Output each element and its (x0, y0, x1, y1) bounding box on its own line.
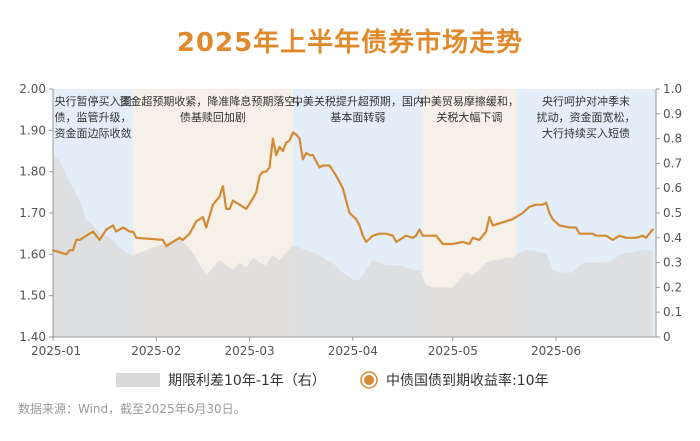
left-tick-label: 1.90 (19, 123, 46, 137)
chart-title: 2025年上半年债券市场走势 (176, 28, 524, 58)
right-tick-label: 0.9 (663, 107, 682, 121)
right-tick-label: 0.8 (663, 132, 682, 146)
left-tick-label: 1.80 (19, 165, 46, 179)
right-tick-label: 1.0 (663, 82, 682, 96)
data-source-note: 数据来源：Wind，截至2025年6月30日。 (18, 402, 246, 416)
phase-label-1: 资金面边际收敛 (54, 126, 131, 140)
legend-item-yield[interactable]: 中债国债到期收益率:10年 (360, 370, 549, 390)
left-tick-label: 2.00 (19, 82, 46, 96)
phase-label-5: 大行持续买入短债 (542, 126, 630, 140)
right-tick-label: 0.2 (663, 280, 682, 294)
yield-line-layer (51, 131, 654, 256)
x-tick-label: 2025-01 (31, 344, 81, 358)
spread-swatch-icon (116, 373, 160, 387)
phase-label-3: 基本面转弱 (330, 110, 385, 124)
phase-label-5: 扰动，资金面宽松， (537, 110, 636, 124)
right-tick-label: 0.5 (663, 206, 682, 220)
phase-label-2: 债基赎回加剧 (180, 110, 246, 124)
phase-label-1: 债，监管升级， (54, 110, 131, 124)
legend: 期限利差10年-1年（右） 中债国债到期收益率:10年 (0, 370, 700, 392)
legend-label-spread: 期限利差10年-1年（右） (168, 373, 326, 389)
yield-swatch-icon (360, 371, 378, 389)
spread-area-layer (53, 156, 653, 337)
right-tick-label: 0.4 (663, 231, 682, 245)
legend-item-spread[interactable]: 期限利差10年-1年（右） (116, 370, 326, 390)
right-tick-label: 0.7 (663, 156, 682, 170)
x-tick-label: 2025-06 (531, 344, 581, 358)
right-tick-label: 0.1 (663, 305, 682, 319)
yield-line (51, 131, 654, 256)
phase-label-3: 中美关税提升超预期，国内 (292, 94, 424, 108)
right-tick-label: 0 (663, 330, 671, 344)
left-tick-label: 1.60 (19, 247, 46, 261)
x-tick-label: 2025-02 (131, 344, 181, 358)
right-tick-label: 0.6 (663, 181, 682, 195)
phase-label-5: 央行呵护对冲季末 (542, 94, 630, 108)
legend-label-yield: 中债国债到期收益率:10年 (386, 373, 549, 389)
x-tick-label: 2025-04 (328, 344, 378, 358)
phase-label-1: 央行暂停买入国 (54, 94, 131, 108)
x-tick-label: 2025-03 (224, 344, 274, 358)
left-tick-label: 1.70 (19, 206, 46, 220)
spread-area (53, 156, 653, 337)
left-tick-label: 1.50 (19, 289, 46, 303)
phase-label-4: 关税大幅下调 (436, 110, 502, 124)
axes: 1.40 1.50 1.60 1.70 1.80 1.90 2.00 0 0.1 0.2 0.3 0.… (19, 82, 682, 358)
phase-label-4: 中美贸易摩擦缓和， (420, 94, 519, 108)
x-tick-label: 2025-05 (428, 344, 478, 358)
left-tick-label: 1.40 (19, 330, 46, 344)
phase-label-2: 资金超预期收紧，降准降息预期落空， (119, 94, 306, 108)
right-tick-label: 0.3 (663, 256, 682, 270)
